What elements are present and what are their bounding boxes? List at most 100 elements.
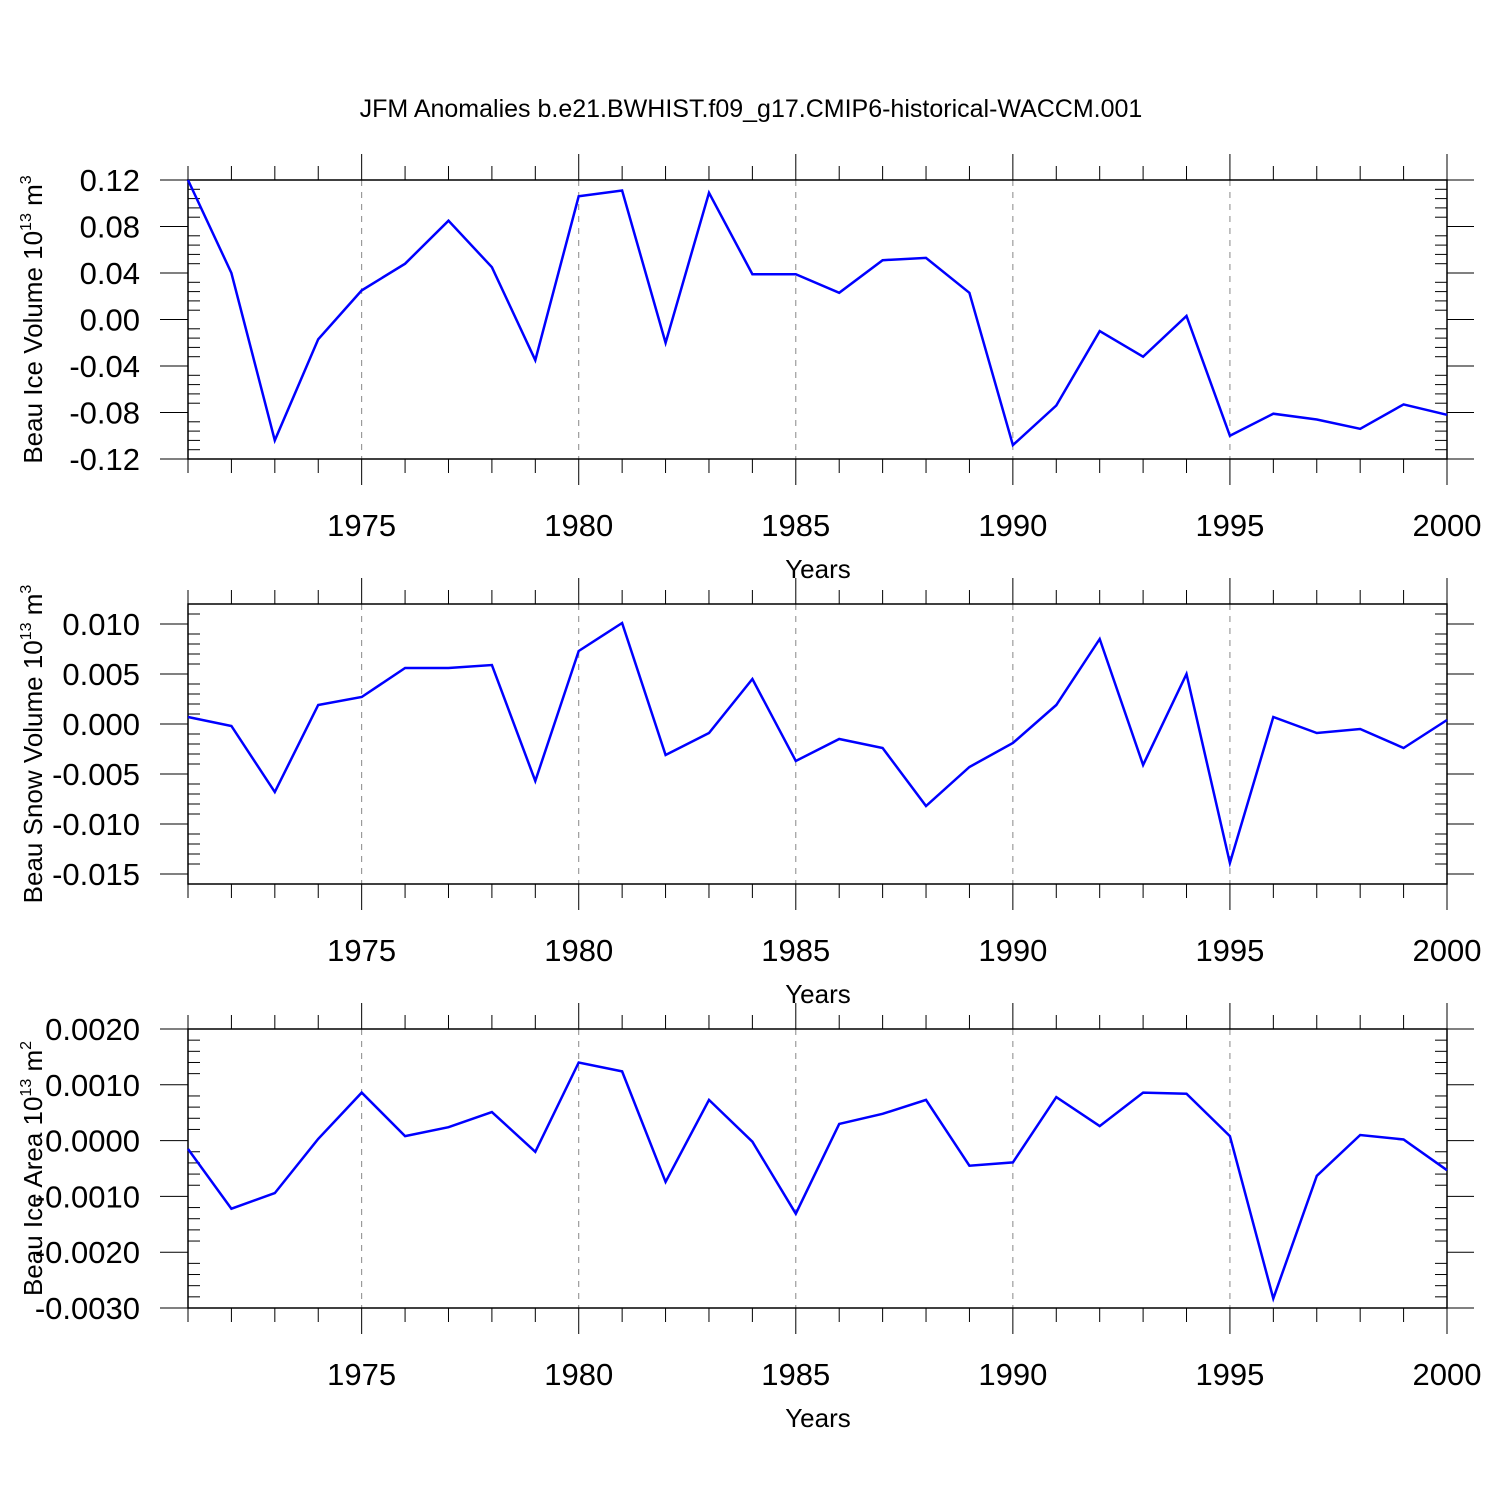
x-axis-label: Years bbox=[785, 554, 851, 584]
x-tick-label: 1980 bbox=[544, 933, 613, 968]
y-tick-label: -0.0020 bbox=[35, 1235, 140, 1270]
data-point bbox=[750, 677, 754, 681]
data-point bbox=[1271, 412, 1275, 416]
data-point bbox=[1228, 1134, 1232, 1138]
data-point bbox=[273, 790, 277, 794]
data-point bbox=[1141, 1091, 1145, 1095]
data-point bbox=[360, 695, 364, 699]
panel-ice-volume: -0.12 -0.08 -0.04 0.00 0.04 0.08 0.12 1975 1980 1… bbox=[18, 154, 1481, 584]
data-point bbox=[881, 258, 885, 262]
data-point bbox=[924, 256, 928, 260]
data-point bbox=[837, 737, 841, 741]
data-point bbox=[1358, 727, 1362, 731]
data-point bbox=[1011, 1160, 1015, 1164]
data-point bbox=[1271, 715, 1275, 719]
data-point bbox=[1271, 1297, 1275, 1301]
data-point bbox=[1358, 1133, 1362, 1137]
y-tick-label: 0.04 bbox=[80, 256, 140, 291]
data-point bbox=[446, 666, 450, 670]
y-axis-label: Beau Snow Volume 1013 m3 bbox=[18, 585, 48, 904]
data-point bbox=[1141, 355, 1145, 359]
x-tick-label: 1990 bbox=[978, 933, 1047, 968]
x-tick-label: 2000 bbox=[1413, 508, 1482, 543]
data-point bbox=[1402, 746, 1406, 750]
data-point bbox=[360, 1091, 364, 1095]
y-tick-label: 0.0010 bbox=[45, 1068, 140, 1103]
data-point bbox=[664, 341, 668, 345]
data-point bbox=[664, 1180, 668, 1184]
x-tick-label: 1985 bbox=[761, 508, 830, 543]
y-tick-label: 0.010 bbox=[62, 607, 140, 642]
data-point bbox=[1141, 763, 1145, 767]
y-tick-label: -0.010 bbox=[52, 807, 140, 842]
data-point bbox=[316, 703, 320, 707]
data-point bbox=[837, 291, 841, 295]
x-tick-label: 1975 bbox=[327, 933, 396, 968]
data-point bbox=[794, 1212, 798, 1216]
y-tick-label: 0.12 bbox=[80, 163, 140, 198]
data-point bbox=[881, 746, 885, 750]
x-tick-label: 1975 bbox=[327, 508, 396, 543]
y-tick-label: 0.000 bbox=[62, 707, 140, 742]
data-point bbox=[967, 1164, 971, 1168]
data-point bbox=[1098, 637, 1102, 641]
data-point bbox=[1445, 413, 1449, 417]
data-point bbox=[273, 438, 277, 442]
data-point bbox=[490, 265, 494, 269]
data-point bbox=[186, 1147, 190, 1151]
data-point bbox=[273, 1191, 277, 1195]
data-point bbox=[1054, 1095, 1058, 1099]
data-point bbox=[403, 262, 407, 266]
data-point bbox=[1315, 1174, 1319, 1178]
y-tick-label: -0.015 bbox=[52, 857, 140, 892]
x-tick-label: 1980 bbox=[544, 508, 613, 543]
data-point bbox=[1185, 672, 1189, 676]
panels-group: -0.12 -0.08 -0.04 0.00 0.04 0.08 0.12 1975 1980 1… bbox=[18, 154, 1481, 1433]
y-tick-label: -0.005 bbox=[52, 757, 140, 792]
x-tick-label: 2000 bbox=[1413, 1357, 1482, 1392]
x-tick-label: 1985 bbox=[761, 1357, 830, 1392]
data-point bbox=[837, 1122, 841, 1126]
data-point bbox=[533, 779, 537, 783]
data-point bbox=[620, 188, 624, 192]
y-tick-label: 0.08 bbox=[80, 210, 140, 245]
data-point bbox=[1445, 718, 1449, 722]
data-point bbox=[533, 358, 537, 362]
panel-ice-area: -0.0030 -0.0020 -0.0010 0.0000 0.0010 0.0020 1… bbox=[18, 1003, 1481, 1433]
data-point bbox=[360, 288, 364, 292]
data-point bbox=[316, 1137, 320, 1141]
x-tick-label: 1995 bbox=[1195, 1357, 1264, 1392]
x-axis-label: Years bbox=[785, 1403, 851, 1433]
y-tick-label: -0.0010 bbox=[35, 1179, 140, 1214]
data-point bbox=[794, 272, 798, 276]
data-point bbox=[1011, 443, 1015, 447]
x-tick-label: 1990 bbox=[978, 508, 1047, 543]
data-point bbox=[924, 1098, 928, 1102]
data-point bbox=[1098, 1124, 1102, 1128]
data-point bbox=[490, 663, 494, 667]
data-point bbox=[967, 291, 971, 295]
y-tick-label: -0.08 bbox=[69, 396, 140, 431]
chart-title: JFM Anomalies b.e21.BWHIST.f09_g17.CMIP6… bbox=[360, 95, 1143, 123]
y-axis-label: Beau Ice Area 1013 m2 bbox=[18, 1041, 48, 1296]
data-point bbox=[967, 765, 971, 769]
data-point bbox=[1445, 1168, 1449, 1172]
data-point bbox=[664, 753, 668, 757]
y-axis-label: Beau Ice Volume 1013 m3 bbox=[18, 175, 48, 463]
data-point bbox=[186, 715, 190, 719]
data-point bbox=[1228, 861, 1232, 865]
data-point bbox=[750, 272, 754, 276]
y-tick-label: 0.0020 bbox=[45, 1012, 140, 1047]
data-point bbox=[1358, 427, 1362, 431]
data-point bbox=[186, 178, 190, 182]
x-tick-label: 1995 bbox=[1195, 933, 1264, 968]
data-point bbox=[1011, 741, 1015, 745]
data-point bbox=[490, 1110, 494, 1114]
data-point bbox=[881, 1112, 885, 1116]
x-tick-label: 1995 bbox=[1195, 508, 1264, 543]
data-point bbox=[1098, 329, 1102, 333]
data-point bbox=[577, 194, 581, 198]
series-line bbox=[187, 621, 1448, 868]
y-tick-label: -0.04 bbox=[69, 349, 140, 384]
